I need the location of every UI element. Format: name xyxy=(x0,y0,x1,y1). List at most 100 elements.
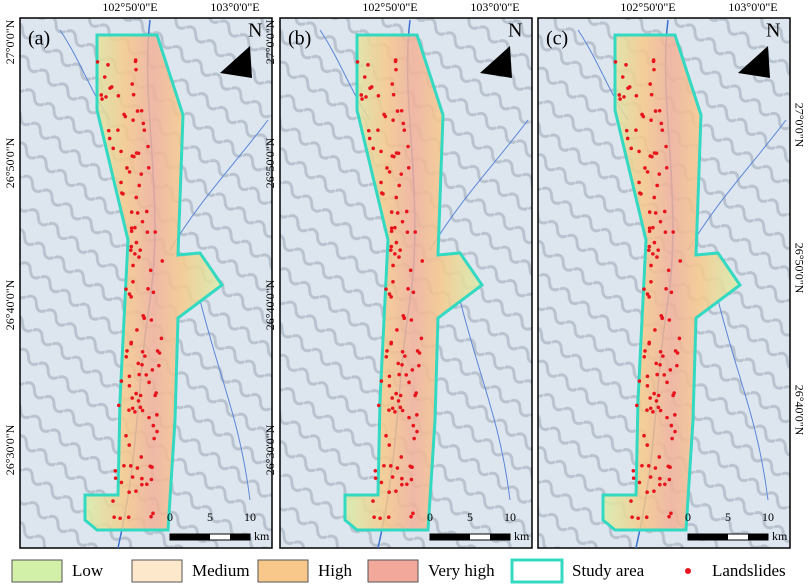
landslide xyxy=(642,287,646,291)
landslide xyxy=(646,464,651,468)
landslide xyxy=(155,413,159,417)
landslide xyxy=(647,248,651,252)
landslide xyxy=(159,336,164,341)
landslide xyxy=(124,287,128,291)
landslide xyxy=(131,92,136,97)
latitude-label: 27°0'0"N xyxy=(792,103,806,148)
landslide xyxy=(139,455,144,459)
landslide xyxy=(119,149,123,154)
landslide xyxy=(651,59,656,64)
landslide xyxy=(650,154,654,159)
scale-label: 0 xyxy=(167,510,173,524)
landslide xyxy=(129,226,134,230)
landslide xyxy=(666,464,671,469)
landslide xyxy=(651,225,655,230)
landslide xyxy=(411,423,416,428)
landslide xyxy=(366,128,371,133)
landslide xyxy=(149,514,153,519)
landslide xyxy=(104,95,108,99)
landslide xyxy=(666,268,671,273)
landslide xyxy=(129,229,134,234)
landslide xyxy=(127,443,132,447)
landslide xyxy=(669,511,673,516)
landslide xyxy=(131,263,135,268)
landslide xyxy=(400,219,405,224)
landslide xyxy=(387,443,392,447)
landslide xyxy=(385,166,389,170)
landslide xyxy=(670,436,674,441)
landslide xyxy=(118,516,122,521)
landslide xyxy=(420,259,425,263)
landslide xyxy=(397,372,401,377)
landslide xyxy=(405,482,409,487)
landslide xyxy=(390,406,395,411)
landslide xyxy=(411,290,416,295)
landslide xyxy=(637,149,641,154)
scale-unit: km xyxy=(254,529,270,543)
landslide xyxy=(645,383,650,388)
scale-bar-fill xyxy=(748,534,768,540)
landslide xyxy=(673,413,677,417)
landslide xyxy=(652,240,657,245)
landslide xyxy=(667,318,672,322)
landslide xyxy=(403,354,407,358)
landslide xyxy=(410,368,415,372)
landslide xyxy=(662,373,667,377)
landslide xyxy=(125,166,129,170)
landslide xyxy=(647,210,652,214)
landslide xyxy=(649,279,653,284)
landslide xyxy=(131,279,135,284)
landslide xyxy=(651,410,655,414)
landslide xyxy=(401,314,406,318)
landslide xyxy=(130,82,135,86)
landslide xyxy=(157,363,161,368)
landslide xyxy=(404,373,409,377)
landslide xyxy=(121,192,125,196)
landslide xyxy=(359,93,364,97)
landslide xyxy=(376,128,380,132)
landslide xyxy=(395,109,400,113)
landslide xyxy=(379,379,384,383)
landslide xyxy=(130,396,134,400)
landslide xyxy=(140,408,145,413)
landslide xyxy=(653,328,657,332)
panel-label: (c) xyxy=(546,28,568,50)
landslide xyxy=(394,195,399,200)
landslide xyxy=(406,144,410,149)
landslide xyxy=(144,209,149,214)
landslide xyxy=(108,86,112,90)
north-arrow xyxy=(738,46,770,78)
landslide xyxy=(397,183,402,188)
landslide xyxy=(145,482,149,487)
landslide xyxy=(124,433,128,438)
landslide xyxy=(658,476,662,481)
landslide xyxy=(389,341,393,346)
landslide xyxy=(624,63,628,67)
landslide xyxy=(389,244,394,249)
landslide xyxy=(145,230,150,234)
landslide xyxy=(387,490,391,495)
landslide xyxy=(390,396,394,400)
landslide xyxy=(642,433,646,438)
landslide xyxy=(389,210,394,214)
landslide xyxy=(412,436,416,441)
landslide xyxy=(150,368,155,372)
landslide xyxy=(140,482,144,487)
latitude-label: 26°30'0"N xyxy=(263,424,277,475)
landslide xyxy=(133,410,137,414)
landslide xyxy=(135,109,140,113)
landslide xyxy=(391,118,395,122)
landslide xyxy=(652,195,657,200)
scale-bar-fill xyxy=(688,534,728,540)
landslide xyxy=(394,151,399,155)
landslide xyxy=(128,464,133,468)
north-label: N xyxy=(508,20,522,42)
landslide xyxy=(389,229,394,234)
scale-label: 10 xyxy=(762,510,774,524)
landslide xyxy=(643,166,647,170)
legend-label: Medium xyxy=(192,561,250,580)
scale-label: 10 xyxy=(504,510,516,524)
landslide xyxy=(649,263,653,268)
landslide xyxy=(652,391,656,396)
landslide xyxy=(406,165,411,170)
